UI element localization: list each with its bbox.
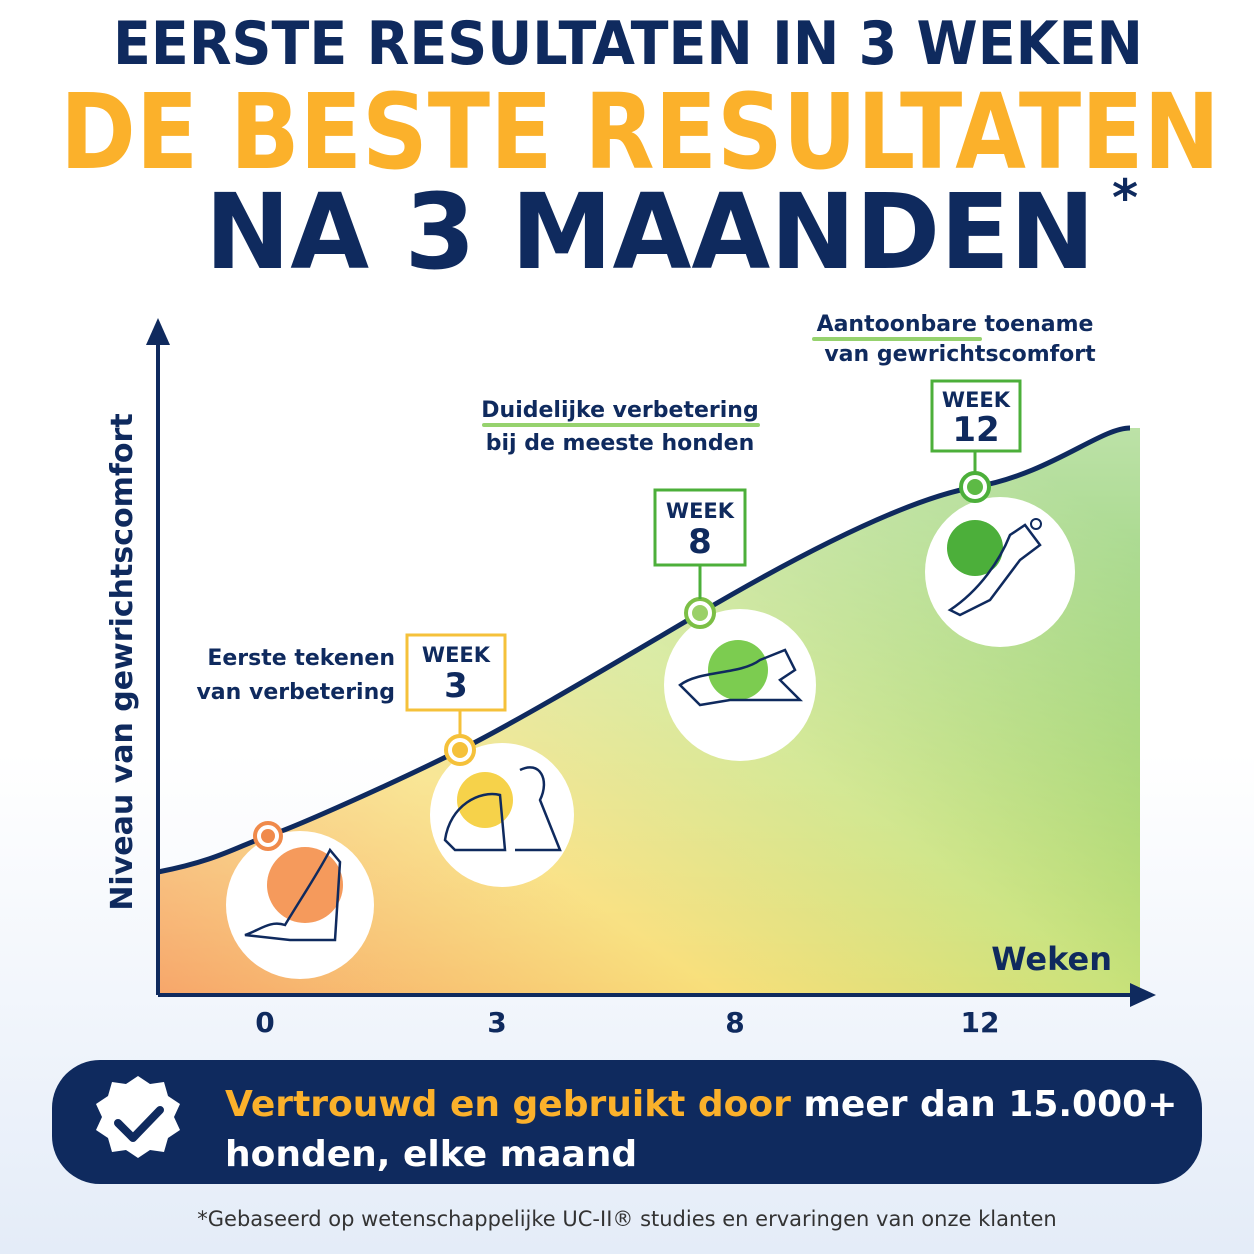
y-axis-arrow (146, 318, 170, 345)
x-tick-label: 3 (487, 1006, 506, 1039)
week-box (653, 488, 747, 567)
week-number: 12 (952, 410, 999, 450)
milestone-icon (430, 743, 574, 887)
milestone-icon (664, 609, 816, 761)
caption: Duidelijke verbetering (481, 398, 758, 423)
x-axis-label: Weken (991, 940, 1112, 978)
week-box (930, 379, 1022, 453)
banner-line-1: Vertrouwd en gebruikt door meer dan 15.0… (225, 1084, 1177, 1125)
caption: bij de meeste honden (486, 431, 755, 456)
footnote: *Gebaseerd op wetenschappelijke UC-II® s… (197, 1207, 1056, 1231)
headline-2: DE BESTE RESULTATEN (60, 71, 1220, 193)
asterisk: * (1112, 169, 1138, 227)
banner-rest: meer dan 15.000+ (803, 1084, 1177, 1125)
x-axis-arrow (1130, 983, 1156, 1007)
caption: Aantoonbare toename (817, 312, 1094, 337)
headline-1: EERSTE RESULTATEN IN 3 WEKEN (113, 9, 1143, 79)
check-badge (96, 1076, 180, 1158)
week-number: 8 (688, 522, 712, 562)
x-tick-label: 8 (725, 1006, 744, 1039)
week-box (405, 633, 507, 712)
banner-line-2: honden, elke maand (225, 1134, 637, 1175)
week-label: WEEK (422, 643, 491, 667)
milestone-icon (925, 497, 1075, 647)
headline-3: NA 3 MAANDEN (205, 171, 1095, 293)
y-axis-label: Niveau van gewrichtscomfort (105, 413, 140, 910)
week-label: WEEK (942, 388, 1011, 412)
curve-dot-center (452, 742, 468, 758)
curve-dot-center (692, 605, 708, 621)
milestone-icon (226, 831, 374, 979)
week-number: 3 (444, 666, 468, 706)
curve-dot-center (967, 479, 983, 495)
check-mark (114, 1106, 164, 1142)
curve-dot-center (261, 829, 275, 843)
caption: van gewrichtscomfort (824, 342, 1096, 367)
caption: Eerste tekenen (207, 646, 395, 671)
banner (52, 1060, 1202, 1184)
week-label: WEEK (666, 499, 735, 523)
x-tick-label: 12 (961, 1006, 1000, 1039)
banner-highlight: Vertrouwd en gebruikt door (225, 1084, 791, 1125)
x-tick-label: 0 (255, 1006, 274, 1039)
caption: van verbetering (196, 680, 395, 705)
